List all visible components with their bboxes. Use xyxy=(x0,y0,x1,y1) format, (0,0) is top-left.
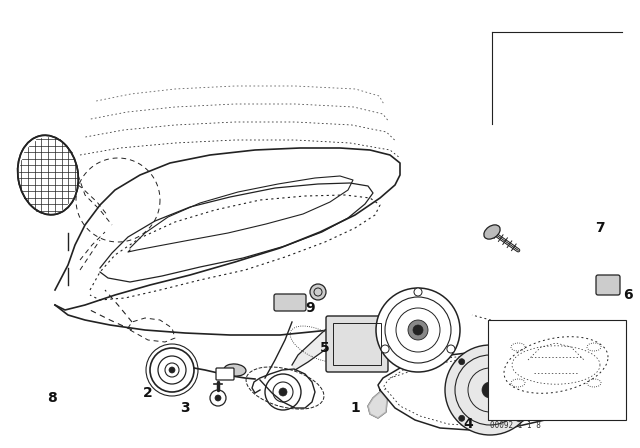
Text: 6: 6 xyxy=(623,288,633,302)
Circle shape xyxy=(408,320,428,340)
Text: 7: 7 xyxy=(595,221,605,235)
Text: 3: 3 xyxy=(180,401,190,415)
Circle shape xyxy=(459,359,465,365)
Circle shape xyxy=(413,325,423,335)
Circle shape xyxy=(279,388,287,396)
Circle shape xyxy=(376,288,460,372)
FancyBboxPatch shape xyxy=(274,294,306,311)
FancyBboxPatch shape xyxy=(216,368,234,380)
Bar xyxy=(488,320,626,420)
Polygon shape xyxy=(368,392,387,418)
Bar xyxy=(333,323,381,365)
Ellipse shape xyxy=(224,364,246,376)
Ellipse shape xyxy=(18,135,78,215)
Circle shape xyxy=(515,359,522,365)
Text: 4: 4 xyxy=(463,417,473,431)
Ellipse shape xyxy=(484,225,500,239)
Polygon shape xyxy=(292,322,342,370)
Text: 1: 1 xyxy=(350,401,360,415)
Circle shape xyxy=(381,345,389,353)
Circle shape xyxy=(515,415,522,421)
Text: 8: 8 xyxy=(47,391,57,405)
Text: 00092 1 1 8: 00092 1 1 8 xyxy=(490,421,541,430)
Text: 2: 2 xyxy=(143,386,153,400)
FancyBboxPatch shape xyxy=(596,275,620,295)
FancyBboxPatch shape xyxy=(326,316,388,372)
Circle shape xyxy=(447,345,455,353)
Circle shape xyxy=(459,415,465,421)
Text: 9: 9 xyxy=(305,301,315,315)
Text: 5: 5 xyxy=(320,341,330,355)
Circle shape xyxy=(445,345,535,435)
Circle shape xyxy=(150,348,194,392)
Circle shape xyxy=(215,395,221,401)
Circle shape xyxy=(169,367,175,373)
Circle shape xyxy=(482,382,498,398)
Circle shape xyxy=(555,394,561,400)
Circle shape xyxy=(310,284,326,300)
Polygon shape xyxy=(538,370,578,418)
Circle shape xyxy=(414,288,422,296)
